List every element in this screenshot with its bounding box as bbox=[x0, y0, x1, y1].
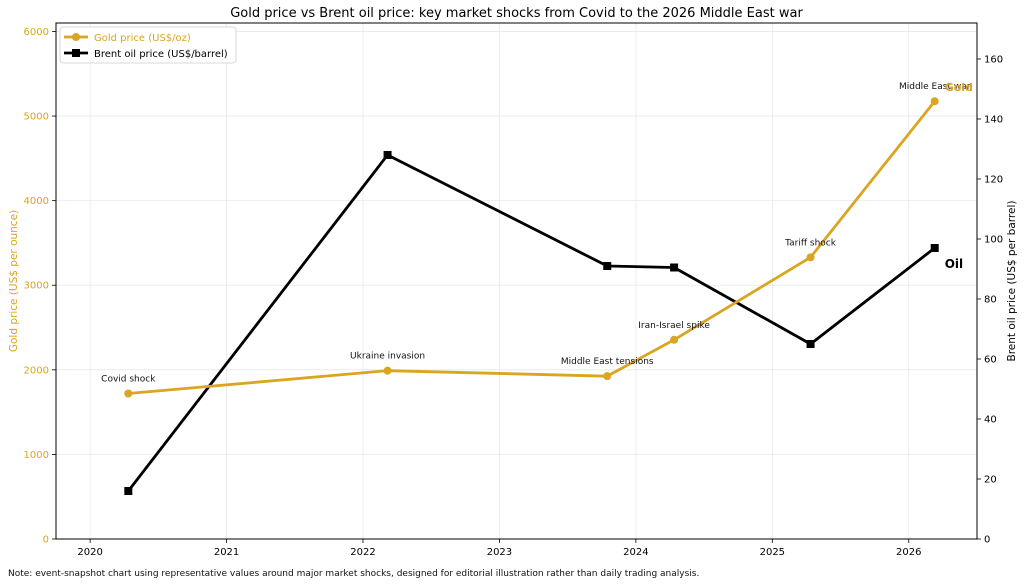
legend-oil-marker bbox=[72, 49, 80, 57]
oil-series-line bbox=[127, 153, 936, 492]
oil-point bbox=[670, 263, 679, 272]
oil-point bbox=[124, 487, 133, 495]
oil-point bbox=[383, 151, 392, 159]
gold-point bbox=[806, 253, 815, 262]
oil-point bbox=[806, 340, 815, 348]
gold-point bbox=[124, 389, 133, 398]
y-right-tick-label: 120 bbox=[984, 175, 1003, 186]
gold-point bbox=[383, 366, 392, 375]
legend-oil-label: Brent oil price (US$/barrel) bbox=[94, 49, 228, 60]
y-left-tick-label: 1000 bbox=[24, 450, 49, 461]
event-annotation: Ukraine invasion bbox=[350, 352, 425, 362]
oil-point bbox=[930, 244, 939, 252]
legend-box bbox=[59, 26, 237, 64]
y-left-tick-label: 3000 bbox=[24, 281, 49, 292]
y-left-tick-label: 5000 bbox=[24, 112, 49, 123]
x-tick-label: 2025 bbox=[760, 547, 785, 558]
oil-end-label: Oil bbox=[945, 257, 963, 271]
event-annotation: Middle East tensions bbox=[561, 357, 654, 367]
gold-series-line bbox=[128, 100, 936, 395]
x-tick-label: 2026 bbox=[896, 547, 921, 558]
gold-point bbox=[930, 97, 939, 106]
footnote: Note: event-snapshot chart using represe… bbox=[8, 569, 700, 579]
gold-point bbox=[603, 372, 612, 381]
y-right-tick-label: 140 bbox=[984, 115, 1003, 126]
legend-gold-marker bbox=[72, 33, 80, 41]
x-tick-label: 2022 bbox=[350, 547, 375, 558]
x-tick-label: 2024 bbox=[623, 547, 648, 558]
x-tick-label: 2021 bbox=[214, 547, 239, 558]
x-tick-label: 2023 bbox=[487, 547, 512, 558]
y-left-tick-label: 6000 bbox=[24, 27, 49, 38]
event-annotation: Tariff shock bbox=[784, 238, 837, 248]
event-annotation: Middle East war bbox=[899, 82, 971, 92]
legend-gold-label: Gold price (US$/oz) bbox=[94, 33, 191, 44]
x-tick-label: 2020 bbox=[77, 547, 102, 558]
event-annotation: Covid shock bbox=[101, 375, 156, 385]
chart-title: Gold price vs Brent oil price: key marke… bbox=[230, 6, 803, 21]
event-annotation: Iran-Israel spike bbox=[638, 321, 710, 331]
gold-end-label: Gold bbox=[945, 81, 973, 94]
y-right-tick-label: 100 bbox=[984, 235, 1003, 246]
y-left-tick-label: 0 bbox=[43, 535, 49, 546]
y-left-tick-label: 2000 bbox=[24, 365, 49, 376]
plot-frame bbox=[55, 22, 978, 540]
y-right-tick-label: 20 bbox=[984, 475, 997, 486]
y-left-tick-label: 4000 bbox=[24, 196, 49, 207]
oil-point bbox=[603, 262, 612, 270]
y-right-tick-label: 60 bbox=[984, 355, 997, 366]
y-right-tick-label: 40 bbox=[984, 415, 997, 426]
gold-point bbox=[670, 335, 679, 344]
y-right-tick-label: 0 bbox=[984, 535, 990, 546]
y-right-axis-label: Brent oil price (US$ per barrel) bbox=[1006, 201, 1018, 362]
y-right-tick-label: 160 bbox=[984, 55, 1003, 66]
y-left-axis-label: Gold price (US$ per ounce) bbox=[8, 210, 20, 352]
y-right-tick-label: 80 bbox=[984, 295, 997, 306]
